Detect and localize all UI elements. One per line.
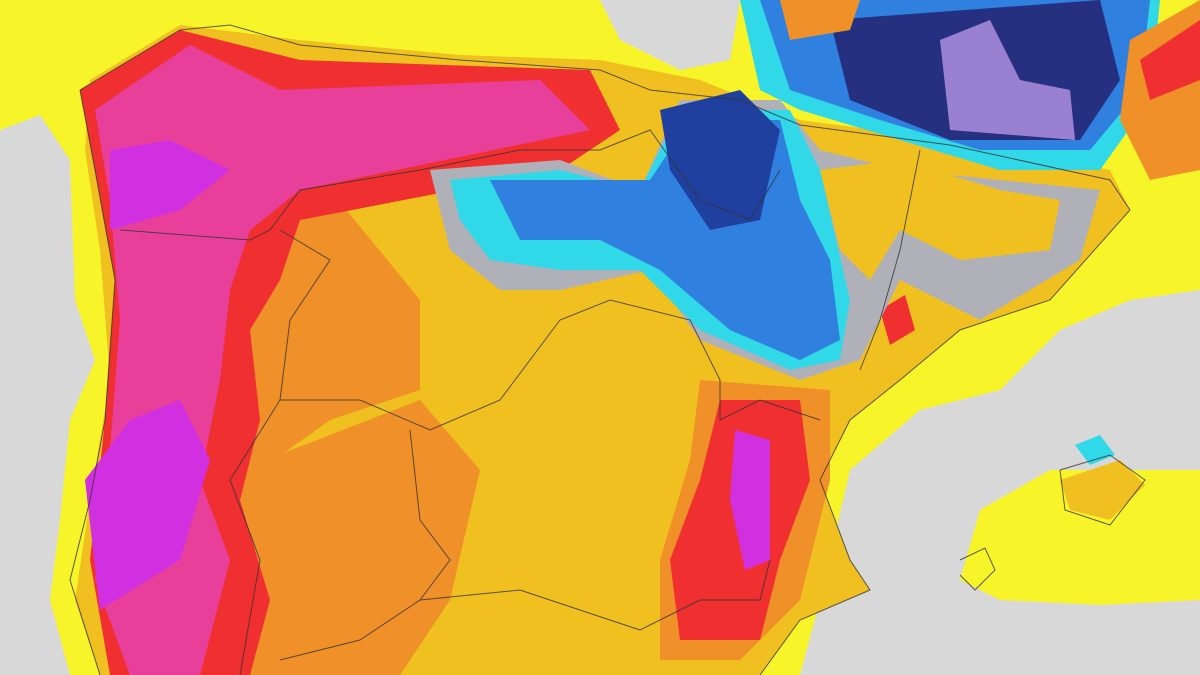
region-border: [419, 559, 771, 631]
island-zone: [1060, 460, 1145, 520]
region-border: [119, 129, 781, 241]
violet-zone: [730, 430, 770, 570]
region-border: [279, 429, 451, 661]
violet-zone: [110, 140, 230, 230]
coastline: [79, 24, 1131, 675]
orange-zone: [780, 0, 860, 40]
pink-zone: [95, 45, 590, 675]
cyan-zone: [1075, 435, 1115, 465]
warm-zone: [820, 160, 1060, 280]
borders: [69, 24, 1146, 675]
balearic-zone: [960, 470, 1200, 605]
navy-zone: [660, 90, 780, 230]
region-border: [280, 299, 821, 431]
region-border: [859, 149, 921, 371]
red-zone: [880, 295, 915, 345]
red-zone: [1140, 20, 1200, 100]
sea-biscay: [600, 0, 740, 70]
coastline: [69, 89, 116, 675]
sea-atlantic: [0, 115, 95, 675]
island-coast: [1059, 454, 1146, 526]
lavender-zone: [940, 20, 1075, 140]
orange-zone: [240, 400, 480, 675]
island-coast: [959, 547, 996, 591]
violet-zone: [85, 400, 210, 610]
